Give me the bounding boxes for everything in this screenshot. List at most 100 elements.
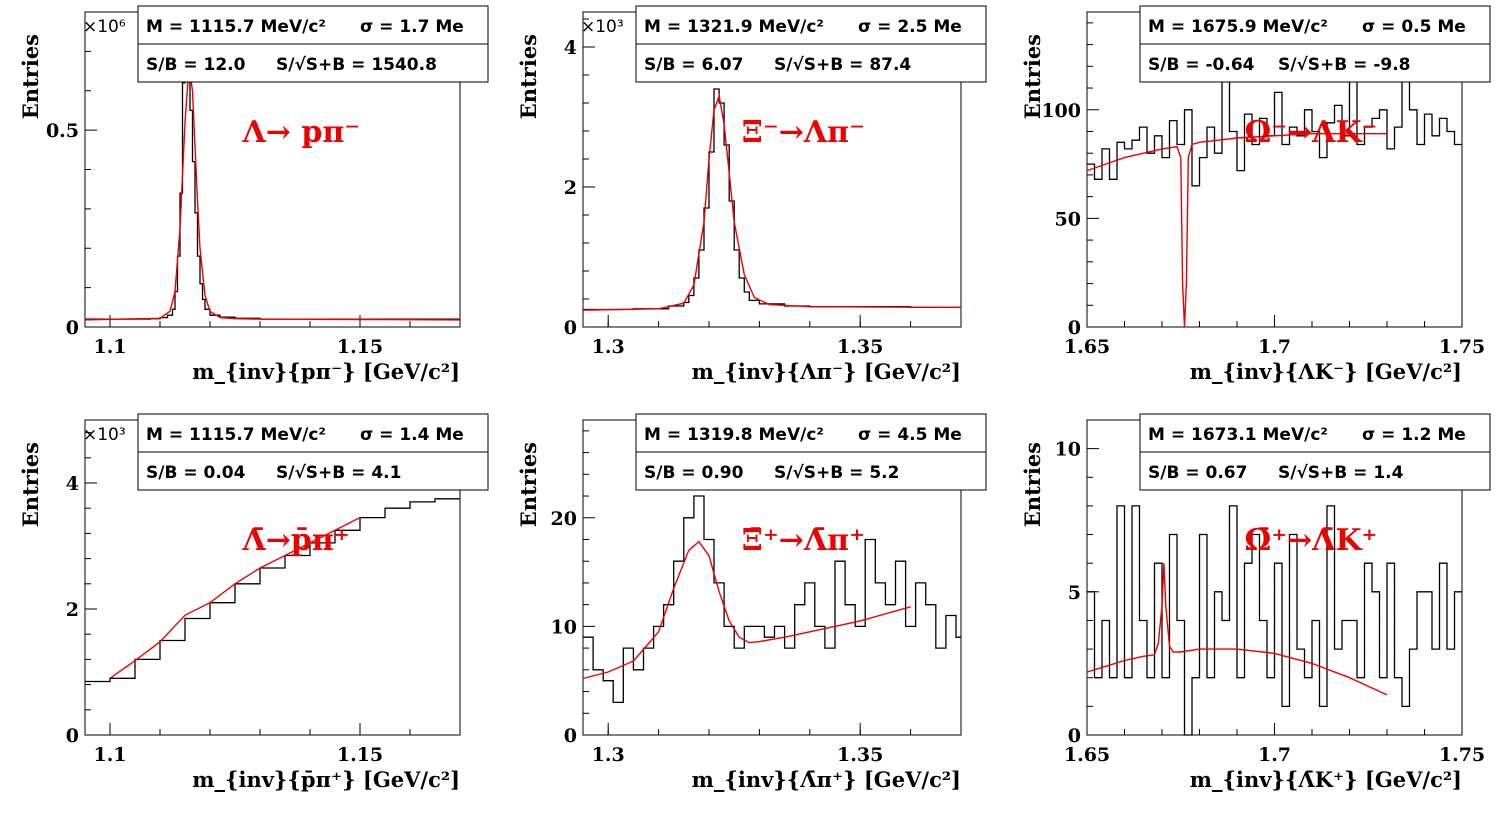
x-tick-label: 1.1	[93, 744, 126, 766]
y-exponent-label: ×10⁶	[83, 17, 126, 37]
stats-significance: S/√S+B = 4.1	[276, 463, 401, 483]
stats-mass: M = 1675.9 MeV/c²	[1148, 17, 1328, 37]
stats-sb: S/B = -0.64	[1148, 55, 1255, 75]
stats-sigma: σ = 1.7 Me	[360, 17, 464, 37]
decay-label: Λ̄→p̄π⁺	[242, 523, 350, 558]
stats-sigma: σ = 1.2 Me	[1362, 425, 1466, 445]
stats-mass: M = 1115.7 MeV/c²	[146, 17, 326, 37]
decay-label: Ξ̄⁺→Λ̄π⁺	[742, 523, 865, 558]
decay-label: Ω⁻→ΛK⁻	[1245, 115, 1378, 150]
y-exponent-label: ×10³	[83, 425, 126, 445]
x-tick-label: 1.35	[837, 744, 883, 766]
stats-mass: M = 1115.7 MeV/c²	[146, 425, 326, 445]
y-tick-label: 50	[1055, 208, 1081, 230]
x-axis-title: m_{inv}{Λπ⁻} [GeV/c²]	[692, 359, 961, 384]
x-axis-title: m_{inv}{ΛK⁻} [GeV/c²]	[1190, 359, 1462, 384]
stats-significance: S/√S+B = 87.4	[774, 55, 911, 75]
stats-mass: M = 1673.1 MeV/c²	[1148, 425, 1328, 445]
y-tick-label: 2	[564, 177, 577, 199]
stats-box: M = 1115.7 MeV/c² σ = 1.4 Me S/B = 0.04 S/√…	[137, 413, 489, 491]
panel-antiomega: 0 5 10 1.65 1.7 1.75 Entries m_{inv}{Λ̄K⁺} [GeV…	[1020, 413, 1491, 792]
stats-box: M = 1673.1 MeV/c² σ = 1.2 Me S/B = 0.67 S/√…	[1139, 413, 1491, 491]
stats-significance: S/√S+B = 1540.8	[276, 55, 437, 75]
y-tick-label: 2	[66, 599, 79, 621]
y-tick-label: 4	[66, 473, 79, 495]
decay-label: Ω̄⁺→Λ̄K⁺	[1245, 523, 1378, 558]
stats-box: M = 1321.9 MeV/c² σ = 2.5 Me S/B = 6.07 S/√…	[635, 5, 987, 83]
y-tick-label: 5	[1068, 582, 1081, 604]
y-axis-title: Entries	[1020, 442, 1045, 527]
stats-sigma: σ = 0.5 Me	[1362, 17, 1466, 37]
x-tick-label: 1.15	[337, 336, 383, 358]
y-tick-label: 0	[66, 725, 79, 747]
panel-omega: 0 50 100 1.65 1.7 1.75 Entries m_{inv}{ΛK⁻} [Ge…	[1020, 5, 1491, 384]
x-tick-label: 1.75	[1439, 744, 1485, 766]
data-histogram	[1087, 65, 1462, 187]
fit-curve	[582, 540, 911, 680]
data-histogram	[583, 88, 961, 311]
decay-label: Ξ⁻→Λπ⁻	[742, 115, 865, 150]
y-tick-label: 0	[1068, 725, 1081, 747]
stats-sigma: σ = 4.5 Me	[858, 425, 962, 445]
y-axis-title: Entries	[516, 442, 541, 527]
y-axis-title: Entries	[18, 442, 43, 527]
x-tick-label: 1.7	[1258, 336, 1291, 358]
x-tick-label: 1.15	[337, 744, 383, 766]
y-tick-label: 0	[564, 317, 577, 339]
y-axis-title: Entries	[1020, 34, 1045, 119]
fit-curve	[582, 93, 962, 311]
stats-significance: S/√S+B = 1.4	[1278, 463, 1404, 483]
stats-sigma: σ = 2.5 Me	[858, 17, 962, 37]
stats-sb: S/B = 0.67	[1148, 463, 1247, 483]
data-histogram	[583, 495, 961, 704]
stats-sb: S/B = 0.04	[146, 463, 246, 483]
x-tick-label: 1.1	[93, 336, 126, 358]
y-tick-label: 0	[66, 317, 79, 339]
y-tick-label: 10	[1055, 439, 1081, 461]
x-axis-title: m_{inv}{p̄π⁺} [GeV/c²]	[192, 767, 460, 792]
stats-box: M = 1319.8 MeV/c² σ = 4.5 Me S/B = 0.90 S/√…	[635, 413, 987, 491]
fit-curve	[1086, 563, 1388, 696]
data-histogram	[85, 498, 460, 683]
stats-sb: S/B = 12.0	[146, 55, 246, 75]
y-tick-label: 0.5	[46, 120, 79, 142]
panel-antixi: 0 10 20 1.3 1.35 Entries m_{inv}{Λ̄π⁺} [GeV/c²…	[516, 413, 987, 792]
stats-sb: S/B = 0.90	[644, 463, 744, 483]
stats-mass: M = 1321.9 MeV/c²	[644, 17, 824, 37]
x-axis-title: m_{inv}{Λ̄π⁺} [GeV/c²]	[692, 767, 961, 792]
x-tick-label: 1.35	[837, 336, 883, 358]
panel-antilambda: 0 2 4 1.1 1.15 ×10³ Entries m_{inv}{p̄π⁺} [GeV/…	[18, 413, 489, 792]
y-tick-label: 20	[551, 508, 577, 530]
stats-mass: M = 1319.8 MeV/c²	[644, 425, 824, 445]
y-tick-label: 4	[564, 37, 577, 59]
stats-significance: S/√S+B = 5.2	[774, 463, 899, 483]
fit-curve	[84, 66, 461, 321]
x-tick-label: 1.3	[592, 336, 625, 358]
stats-sigma: σ = 1.4 Me	[360, 425, 464, 445]
x-tick-label: 1.75	[1439, 336, 1485, 358]
x-axis-title: m_{inv}{pπ⁻} [GeV/c²]	[192, 359, 460, 384]
fit-curve	[109, 516, 361, 679]
y-tick-label: 0	[1068, 317, 1081, 339]
stats-significance: S/√S+B = -9.8	[1278, 55, 1411, 75]
x-tick-label: 1.7	[1258, 744, 1291, 766]
fit-curve	[1086, 133, 1387, 328]
y-axis-title: Entries	[516, 34, 541, 119]
x-tick-label: 1.65	[1064, 336, 1110, 358]
y-axis-title: Entries	[18, 34, 43, 119]
y-tick-label: 100	[1041, 100, 1081, 122]
data-histogram	[1087, 505, 1462, 736]
panel-xi: 0 2 4 1.3 1.35 ×10³ Entries m_{inv}{Λπ⁻} [GeV/c…	[516, 5, 987, 384]
stats-sb: S/B = 6.07	[644, 55, 743, 75]
y-tick-label: 0	[564, 725, 577, 747]
x-tick-label: 1.3	[592, 744, 625, 766]
y-tick-label: 10	[551, 616, 577, 638]
x-axis-title: m_{inv}{Λ̄K⁺} [GeV/c²]	[1190, 767, 1462, 792]
decay-label: Λ→ pπ⁻	[242, 115, 361, 150]
panel-lambda: 0 0.5 1.1 1.15 ×10⁶ Entries m_{inv}{pπ⁻} [GeV/…	[18, 5, 489, 384]
x-tick-label: 1.65	[1064, 744, 1110, 766]
y-exponent-label: ×10³	[581, 17, 624, 37]
stats-box: M = 1115.7 MeV/c² σ = 1.7 Me S/B = 12.0 S/√…	[137, 5, 489, 83]
stats-box: M = 1675.9 MeV/c² σ = 0.5 Me S/B = -0.64 S/…	[1139, 5, 1491, 83]
